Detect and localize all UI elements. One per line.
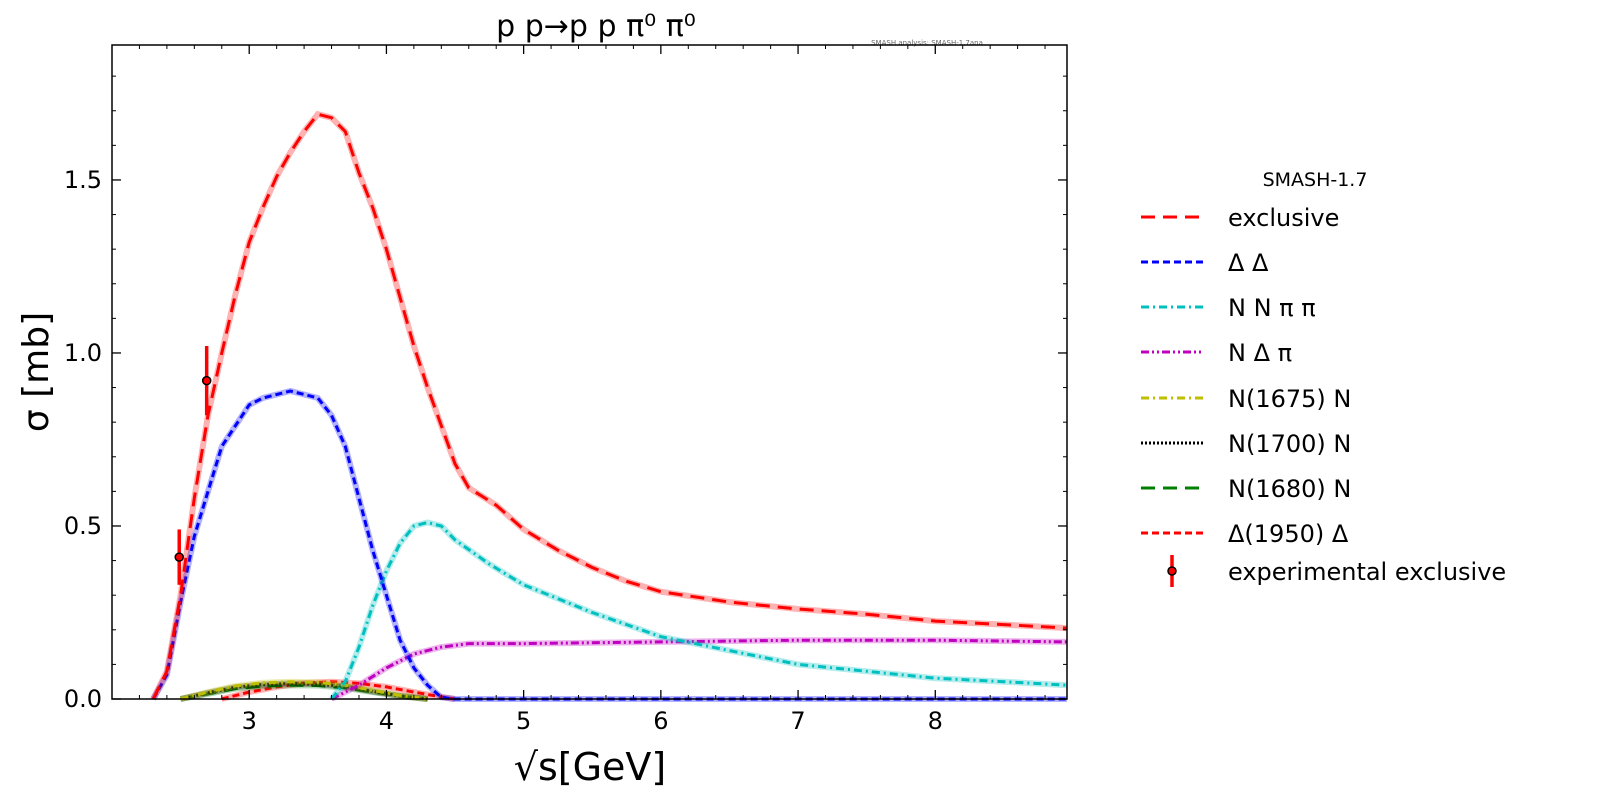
series-exclusive-band bbox=[150, 110, 1068, 701]
y-axis-label: σ [mb] bbox=[16, 312, 57, 432]
series-n-line bbox=[330, 638, 1068, 701]
legend: SMASH-1.7 exclusive Δ Δ N N π π N Δ π N(1675… bbox=[1141, 169, 1506, 587]
plot-area bbox=[150, 110, 1068, 702]
y-tick-label: 0.0 bbox=[64, 685, 102, 713]
legend-exp-label: experimental exclusive bbox=[1228, 558, 1506, 586]
legend-n-1700-n-label: N(1700) N bbox=[1228, 430, 1351, 458]
legend-n-label: N Δ π bbox=[1228, 339, 1292, 367]
legend--label: Δ Δ bbox=[1228, 249, 1269, 277]
x-axis-label: √s[GeV] bbox=[514, 745, 666, 789]
x-tick-label: 8 bbox=[928, 707, 943, 735]
chart-title: p p→p p π⁰ π⁰ bbox=[496, 9, 696, 44]
chart-annotation: SMASH analysis: SMASH-1.7ana bbox=[871, 39, 983, 47]
x-tick-label: 7 bbox=[790, 707, 805, 735]
legend-exp-marker bbox=[1167, 566, 1177, 576]
x-tick-label: 5 bbox=[516, 707, 531, 735]
series-n-band bbox=[330, 637, 1068, 702]
y-tick-label: 0.5 bbox=[64, 512, 102, 540]
y-tick-label: 1.5 bbox=[64, 166, 102, 194]
series--line bbox=[151, 389, 1067, 701]
legend-n-1680-n-label: N(1680) N bbox=[1228, 475, 1351, 503]
series-n-n-band bbox=[329, 519, 1068, 701]
series-n-n-line bbox=[330, 520, 1068, 700]
series-n-1675-n-line bbox=[180, 680, 428, 701]
legend-exclusive-label: exclusive bbox=[1228, 204, 1339, 232]
axis-ticks: 3 4 5 6 7 8 0.0 0.5 1.0 1.5 bbox=[64, 45, 1067, 735]
exp-point bbox=[201, 375, 212, 386]
legend-n-n-label: N N π π bbox=[1228, 294, 1316, 322]
legend-n-1675-n-label: N(1675) N bbox=[1228, 385, 1351, 413]
x-tick-label: 3 bbox=[242, 707, 257, 735]
series-n-1700-n-line bbox=[180, 681, 428, 701]
x-tick-label: 6 bbox=[653, 707, 668, 735]
x-tick-label: 4 bbox=[379, 707, 394, 735]
exp-point bbox=[174, 552, 184, 562]
y-tick-label: 1.0 bbox=[64, 339, 102, 367]
series--band bbox=[150, 387, 1067, 702]
series-exclusive-line bbox=[151, 112, 1068, 700]
plot-frame bbox=[111, 44, 1068, 700]
legend-1950-label: Δ(1950) Δ bbox=[1228, 520, 1349, 548]
legend-title: SMASH-1.7 bbox=[1263, 169, 1368, 191]
